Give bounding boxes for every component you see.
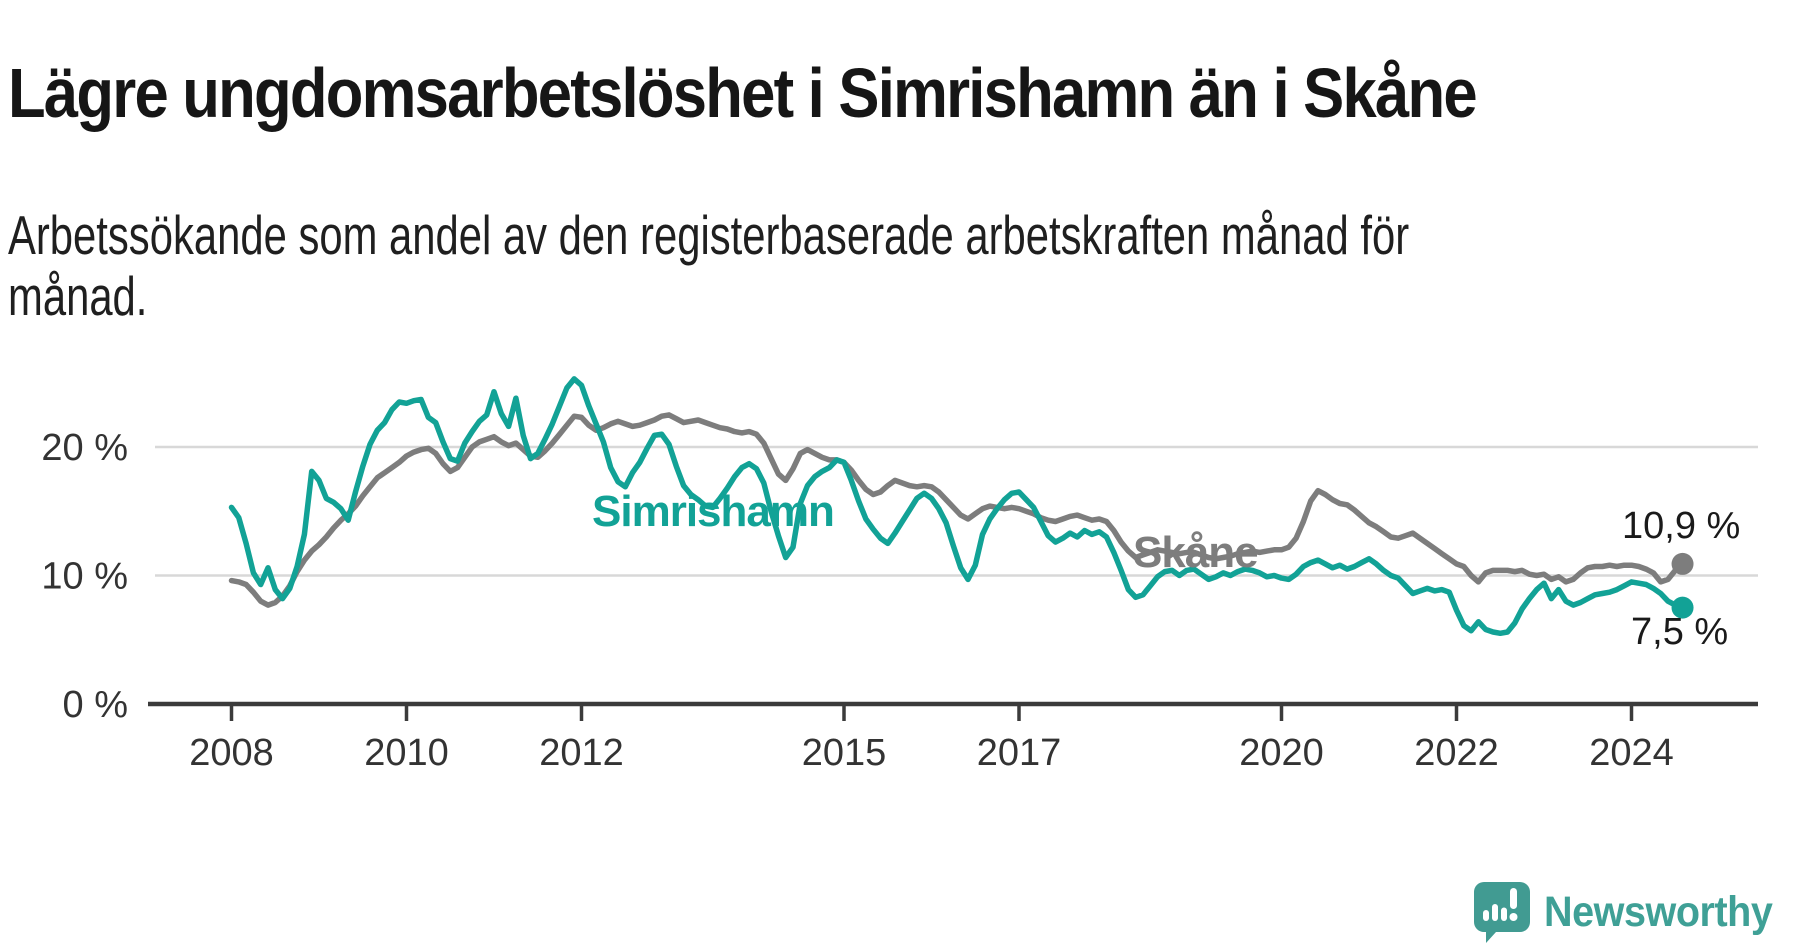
x-tick-label: 2010 bbox=[364, 732, 449, 774]
y-tick-label: 20 % bbox=[41, 427, 128, 469]
y-tick-label: 0 % bbox=[63, 684, 128, 726]
newsworthy-logo: Newsworthy bbox=[1470, 880, 1792, 944]
x-tick-label: 2022 bbox=[1414, 732, 1499, 774]
series-line-simrishamn bbox=[228, 376, 1686, 637]
end-value-label-simrishamn: 7,5 % bbox=[1631, 611, 1729, 653]
x-tick-label: 2012 bbox=[539, 732, 624, 774]
newsworthy-logo-text: Newsworthy bbox=[1543, 887, 1773, 936]
series-label-skane: Skåne bbox=[1133, 528, 1259, 577]
page-title: Lägre ungdomsarbetslöshet i Simrishamn ä… bbox=[8, 53, 1478, 132]
series-label-simrishamn: Simrishamn bbox=[592, 487, 835, 536]
series-line-skne bbox=[228, 412, 1686, 608]
series-end-dot bbox=[1671, 552, 1694, 575]
chart-subtitle: Arbetssökande som andel av den registerb… bbox=[8, 204, 1410, 327]
x-tick-label: 2017 bbox=[977, 732, 1062, 774]
end-value-label-skane: 10,9 % bbox=[1622, 505, 1741, 547]
series-end-dot bbox=[1671, 596, 1694, 619]
x-tick-label: 2020 bbox=[1239, 732, 1324, 774]
x-tick-label: 2024 bbox=[1589, 732, 1674, 774]
y-tick-label: 10 % bbox=[41, 556, 128, 598]
x-tick-label: 2015 bbox=[802, 732, 887, 774]
speech-bubble-bar-chart-icon bbox=[1473, 882, 1530, 943]
x-tick-label: 2008 bbox=[189, 732, 274, 774]
